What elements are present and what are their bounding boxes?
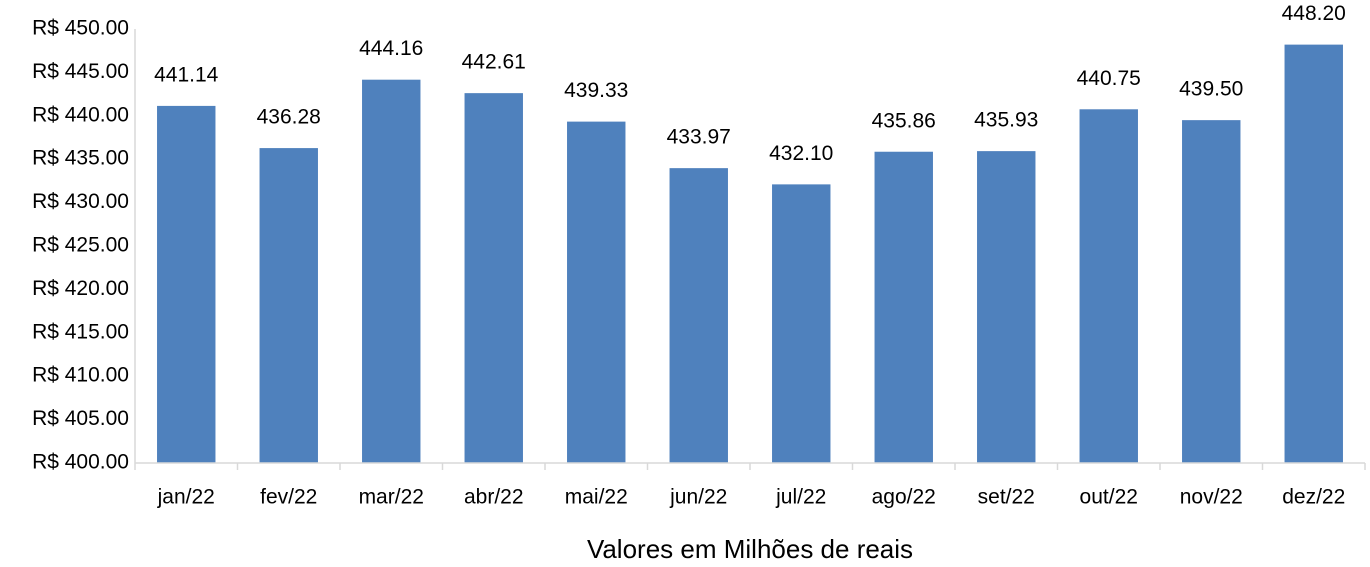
data-label: 439.33	[564, 79, 628, 102]
y-tick-label: R$ 425.00	[32, 234, 129, 257]
bar	[1284, 44, 1343, 464]
y-tick-label: R$ 445.00	[32, 60, 129, 83]
x-tick-label: mai/22	[565, 486, 628, 509]
bar	[669, 168, 728, 464]
bar	[874, 151, 933, 463]
x-tick-label: fev/22	[260, 486, 317, 509]
data-label: 439.50	[1179, 78, 1243, 101]
x-tick-label: mar/22	[359, 486, 424, 509]
y-tick-label: R$ 420.00	[32, 277, 129, 300]
x-tick-label: jan/22	[157, 486, 215, 509]
x-tick-label: set/22	[978, 486, 1035, 509]
y-tick-label: R$ 435.00	[32, 147, 129, 170]
x-axis-title: Valores em Milhões de reais	[587, 534, 913, 564]
bar	[259, 148, 318, 463]
y-tick-label: R$ 440.00	[32, 103, 129, 126]
x-tick-label: abr/22	[464, 486, 524, 509]
bar	[464, 93, 523, 463]
data-label: 433.97	[667, 126, 731, 149]
y-tick-label: R$ 400.00	[32, 451, 129, 474]
bar	[157, 105, 216, 464]
data-label: 441.14	[154, 63, 219, 86]
data-label: 448.20	[1282, 2, 1346, 25]
bar	[567, 121, 626, 463]
y-tick-label: R$ 430.00	[32, 190, 129, 213]
x-tick-label: jun/22	[669, 486, 727, 509]
y-tick-label: R$ 405.00	[32, 407, 129, 430]
bar	[1079, 109, 1138, 463]
x-tick-label: out/22	[1080, 486, 1138, 509]
bar	[362, 79, 421, 464]
x-tick-label: jul/22	[775, 486, 826, 509]
bar	[977, 151, 1036, 463]
y-tick-label: R$ 450.00	[32, 17, 129, 40]
data-label: 440.75	[1077, 67, 1141, 90]
data-label: 435.86	[872, 109, 936, 132]
x-tick-label: nov/22	[1180, 486, 1243, 509]
y-tick-label: R$ 415.00	[32, 320, 129, 343]
data-label: 436.28	[257, 106, 321, 129]
data-label: 435.93	[974, 109, 1038, 132]
data-label: 444.16	[359, 37, 423, 60]
y-tick-label: R$ 410.00	[32, 364, 129, 387]
data-label: 432.10	[769, 142, 833, 165]
bar	[772, 184, 831, 463]
bar	[1182, 120, 1241, 463]
x-tick-label: ago/22	[872, 486, 936, 509]
x-tick-label: dez/22	[1282, 486, 1345, 509]
data-label: 442.61	[462, 51, 526, 74]
